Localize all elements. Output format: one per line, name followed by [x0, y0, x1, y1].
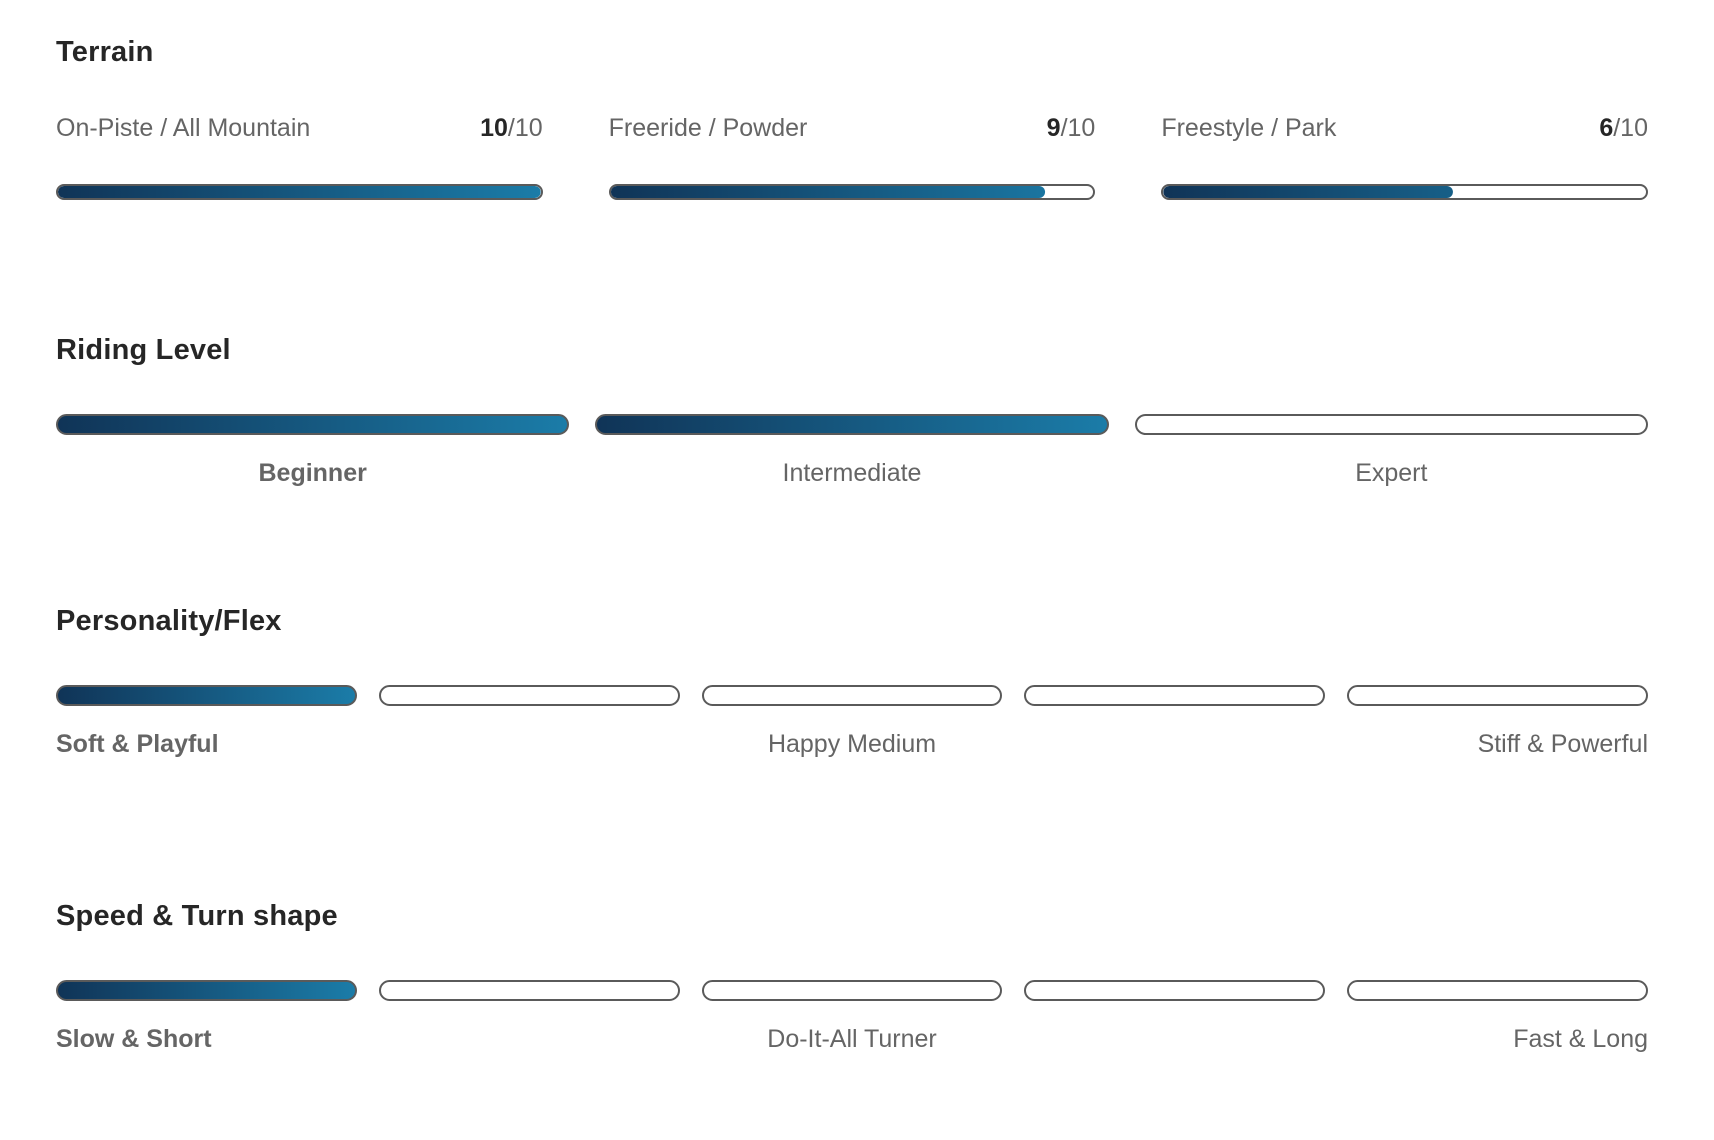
riding-level-label-expert: Expert — [1355, 459, 1428, 487]
speed-turn-segment — [378, 980, 680, 1001]
riding-level-title: Riding Level — [56, 334, 231, 366]
terrain-denominator: /10 — [1060, 114, 1096, 142]
section-speed-turn-shape: Speed & Turn shape Slow & Short Do-It-Al… — [56, 900, 1648, 1055]
personality-flex-label-soft: Soft & Playful — [56, 730, 219, 758]
terrain-value: 9/10 — [1047, 112, 1096, 144]
speed-turn-labels: Slow & Short Do-It-All Turner Fast & Lon… — [56, 1023, 1648, 1055]
terrain-progressbar — [608, 184, 1096, 200]
terrain-progressbar-fill — [58, 186, 541, 198]
riding-level-segments — [56, 414, 1648, 435]
terrain-progressbar-fill — [610, 186, 1046, 198]
riding-level-label-intermediate: Intermediate — [782, 459, 922, 487]
section-riding-level: Riding Level Beginner Intermediate Exper… — [56, 334, 1648, 489]
speed-turn-segments — [56, 980, 1648, 1001]
terrain-progressbar — [56, 184, 543, 200]
speed-turn-segment — [1024, 980, 1326, 1001]
terrain-item-freeride: Freeride / Powder 9/10 — [608, 112, 1096, 200]
personality-flex-segment — [378, 685, 680, 706]
terrain-value: 10/10 — [480, 112, 543, 144]
speed-turn-label-fast: Fast & Long — [1513, 1025, 1649, 1053]
speed-turn-segment — [56, 980, 357, 1001]
speed-turn-label-do-it-all: Do-It-All Turner — [767, 1025, 937, 1053]
terrain-label: Freeride / Powder — [608, 114, 808, 142]
terrain-score: 9 — [1046, 114, 1061, 142]
personality-flex-segment — [56, 685, 357, 706]
section-terrain: Terrain On-Piste / All Mountain 10/10 Fr… — [56, 36, 1648, 200]
personality-flex-segment — [1024, 685, 1326, 706]
terrain-score: 6 — [1599, 114, 1614, 142]
speed-turn-title: Speed & Turn shape — [56, 900, 338, 932]
personality-flex-segments — [56, 685, 1648, 706]
personality-flex-title: Personality/Flex — [56, 605, 282, 637]
product-ratings-panel: Terrain On-Piste / All Mountain 10/10 Fr… — [56, 36, 1648, 1055]
speed-turn-segment — [701, 980, 1003, 1001]
riding-level-labels: Beginner Intermediate Expert — [56, 457, 1648, 489]
speed-turn-label-slow: Slow & Short — [56, 1025, 212, 1053]
terrain-item-on-piste: On-Piste / All Mountain 10/10 — [56, 112, 543, 200]
personality-flex-segment — [701, 685, 1003, 706]
terrain-grid: On-Piste / All Mountain 10/10 Freeride /… — [56, 112, 1648, 200]
terrain-item-header: On-Piste / All Mountain 10/10 — [56, 112, 543, 144]
personality-flex-segment — [1347, 685, 1648, 706]
terrain-title: Terrain — [56, 36, 154, 68]
terrain-item-header: Freestyle / Park 6/10 — [1161, 112, 1648, 144]
terrain-score: 10 — [480, 114, 508, 142]
terrain-item-freestyle: Freestyle / Park 6/10 — [1161, 112, 1648, 200]
speed-turn-segment — [1347, 980, 1648, 1001]
terrain-progressbar-fill — [1163, 186, 1453, 198]
terrain-denominator: /10 — [507, 114, 543, 142]
terrain-label: Freestyle / Park — [1161, 114, 1337, 142]
personality-flex-labels: Soft & Playful Happy Medium Stiff & Powe… — [56, 728, 1648, 760]
riding-level-segment — [595, 414, 1109, 435]
terrain-item-header: Freeride / Powder 9/10 — [609, 112, 1096, 144]
section-personality-flex: Personality/Flex Soft & Playful Happy Me… — [56, 605, 1648, 760]
riding-level-segment — [1134, 414, 1648, 435]
riding-level-segment — [56, 414, 570, 435]
riding-level-label-beginner: Beginner — [258, 459, 367, 487]
terrain-value: 6/10 — [1599, 112, 1648, 144]
terrain-label: On-Piste / All Mountain — [56, 114, 311, 142]
terrain-progressbar — [1161, 184, 1648, 200]
personality-flex-label-stiff: Stiff & Powerful — [1477, 730, 1649, 758]
terrain-denominator: /10 — [1613, 114, 1648, 142]
personality-flex-label-medium: Happy Medium — [767, 730, 937, 758]
